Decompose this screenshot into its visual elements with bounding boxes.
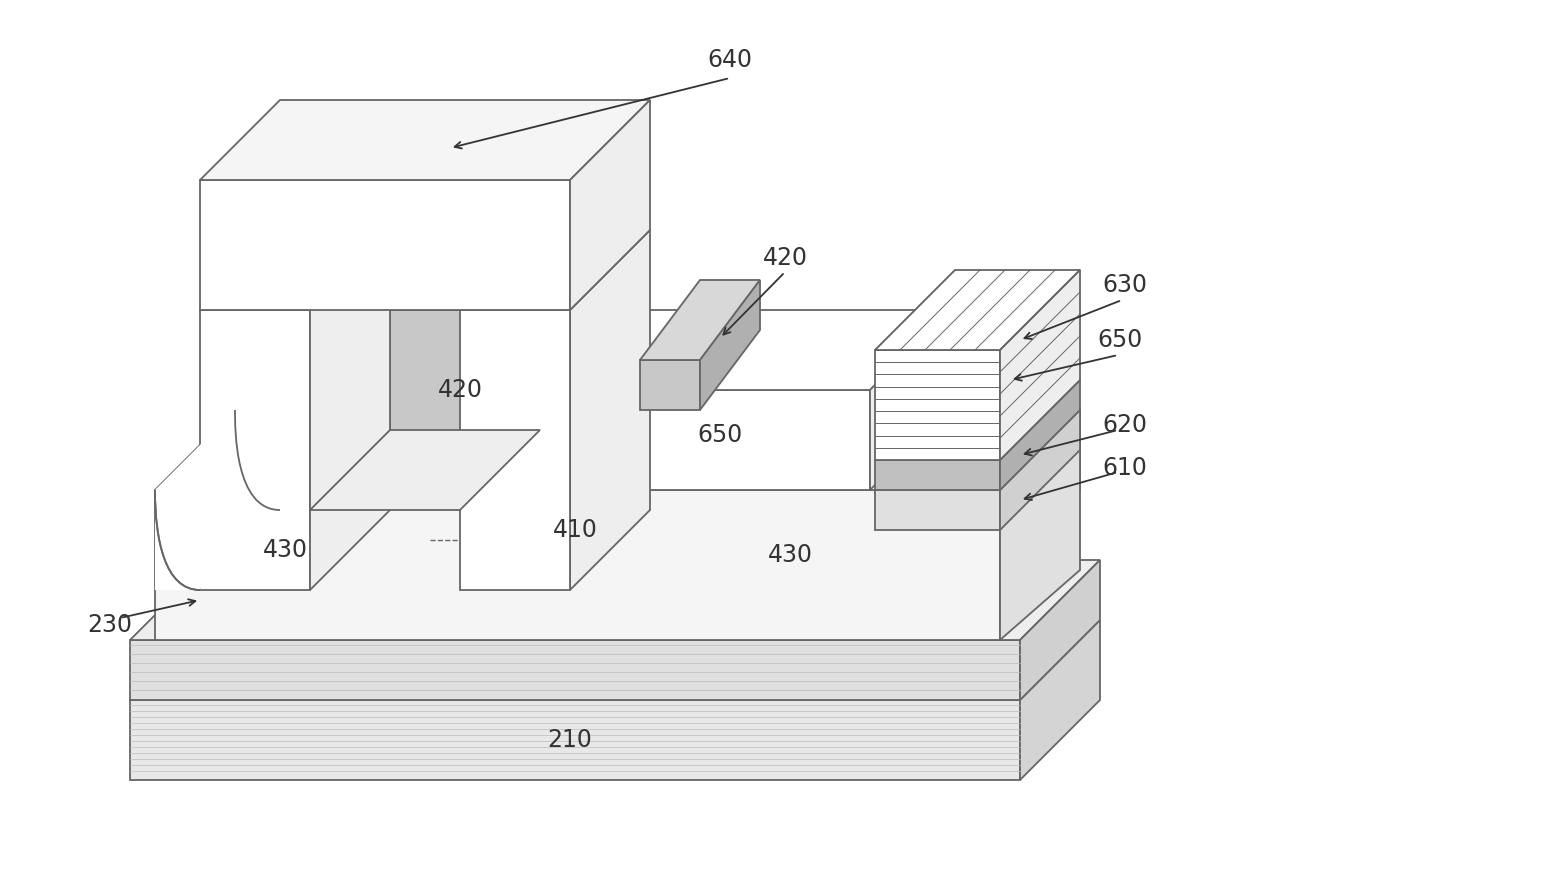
Polygon shape	[155, 490, 999, 640]
Text: 430: 430	[768, 543, 813, 567]
Polygon shape	[999, 410, 1081, 530]
Polygon shape	[560, 310, 949, 390]
Polygon shape	[560, 310, 640, 490]
Polygon shape	[200, 180, 569, 310]
Polygon shape	[200, 230, 389, 310]
Polygon shape	[389, 230, 610, 310]
Polygon shape	[430, 390, 560, 490]
Polygon shape	[870, 310, 949, 490]
Polygon shape	[874, 350, 999, 460]
Text: 410: 410	[552, 518, 597, 542]
Polygon shape	[130, 560, 1099, 640]
Polygon shape	[999, 410, 1081, 640]
Polygon shape	[460, 310, 569, 590]
Polygon shape	[569, 230, 651, 590]
Polygon shape	[874, 380, 1081, 460]
Text: 430: 430	[263, 538, 308, 562]
Polygon shape	[530, 230, 610, 490]
Polygon shape	[569, 100, 651, 310]
Polygon shape	[430, 310, 640, 390]
Polygon shape	[1020, 620, 1099, 780]
Text: 210: 210	[547, 728, 593, 752]
Text: 610: 610	[1103, 456, 1148, 480]
Polygon shape	[874, 410, 1081, 490]
Polygon shape	[130, 640, 1020, 700]
Polygon shape	[155, 410, 1081, 490]
Polygon shape	[200, 100, 651, 180]
Polygon shape	[460, 230, 651, 310]
Polygon shape	[999, 410, 1081, 570]
Text: 230: 230	[88, 613, 133, 637]
Polygon shape	[310, 230, 389, 590]
Polygon shape	[200, 310, 310, 590]
Text: 640: 640	[707, 48, 752, 72]
Text: 420: 420	[438, 378, 483, 402]
Text: 630: 630	[1103, 273, 1148, 297]
Polygon shape	[389, 310, 530, 490]
Polygon shape	[130, 700, 1020, 780]
Text: 620: 620	[1103, 413, 1148, 437]
Polygon shape	[999, 380, 1081, 490]
Polygon shape	[1020, 560, 1099, 700]
Polygon shape	[155, 490, 200, 590]
Text: 650: 650	[698, 423, 743, 447]
Polygon shape	[640, 280, 760, 360]
Polygon shape	[874, 460, 999, 490]
Polygon shape	[874, 270, 1081, 350]
Polygon shape	[155, 410, 280, 590]
Text: 420: 420	[763, 246, 807, 270]
Polygon shape	[999, 270, 1081, 460]
Polygon shape	[874, 490, 999, 530]
Text: 650: 650	[1098, 328, 1143, 352]
Polygon shape	[701, 280, 760, 410]
Polygon shape	[640, 360, 701, 410]
Polygon shape	[130, 620, 1099, 700]
Polygon shape	[560, 390, 870, 490]
Polygon shape	[310, 430, 540, 510]
